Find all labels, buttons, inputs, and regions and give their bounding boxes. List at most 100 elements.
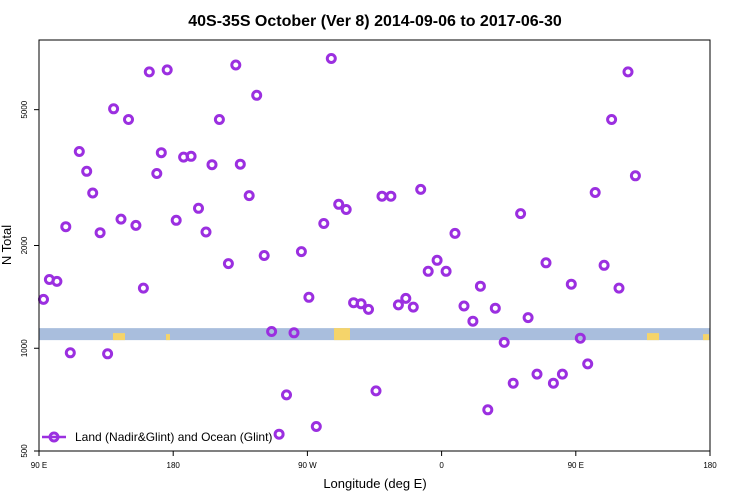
data-point: [515, 208, 527, 220]
data-point: [251, 89, 263, 101]
data-point: [193, 202, 204, 214]
data-point: [288, 327, 300, 339]
data-point: [400, 292, 412, 304]
y-tick-label: 500: [20, 444, 29, 458]
data-point: [431, 254, 443, 266]
data-point: [415, 183, 427, 195]
x-axis: 90 E 180 90 W 0 90 E 180: [31, 451, 717, 470]
data-point: [137, 282, 149, 294]
data-point: [489, 302, 501, 314]
x-tick-label: 90 W: [298, 461, 317, 470]
data-point: [370, 385, 382, 397]
data-point: [385, 190, 397, 202]
data-point: [130, 219, 142, 231]
data-point: [629, 170, 641, 182]
data-point: [407, 301, 419, 313]
band-ocean: [39, 328, 710, 341]
x-tick-label: 90 E: [31, 461, 47, 470]
x-tick-label: 90 E: [568, 461, 584, 470]
data-point: [64, 347, 76, 359]
data-point: [281, 389, 292, 401]
data-point: [422, 265, 434, 277]
data-point: [310, 421, 322, 432]
data-point: [170, 214, 182, 226]
map-band: [39, 328, 710, 341]
data-point: [143, 66, 155, 78]
x-tick-label: 0: [439, 461, 444, 470]
data-point: [522, 312, 534, 324]
data-point: [258, 250, 270, 261]
data-point: [213, 114, 225, 125]
data-point: [565, 278, 577, 290]
data-point: [540, 257, 552, 269]
data-point: [185, 150, 197, 162]
band-land: [334, 328, 350, 341]
data-point: [531, 368, 543, 380]
data-point: [589, 187, 601, 198]
data-point: [234, 158, 246, 170]
data-point: [115, 213, 127, 225]
band-land: [647, 333, 659, 341]
data-point: [206, 159, 218, 171]
x-tick-label: 180: [167, 461, 181, 470]
band-land: [703, 334, 709, 341]
data-point: [87, 187, 99, 199]
data-point: [547, 377, 559, 389]
data-point: [161, 64, 173, 76]
y-tick-label: 1000: [20, 339, 29, 357]
data-point: [200, 226, 212, 238]
plot-area-frame: [38, 39, 711, 452]
data-point: [574, 332, 586, 344]
data-point: [622, 66, 634, 78]
data-point: [440, 265, 452, 277]
data-point: [376, 190, 388, 202]
data-point: [467, 315, 479, 327]
data-point: [318, 218, 330, 229]
data-point: [123, 114, 134, 125]
data-point: [325, 53, 337, 64]
data-point: [613, 282, 625, 294]
y-tick-label: 2000: [20, 236, 29, 254]
band-land: [166, 334, 170, 341]
data-point: [151, 168, 163, 179]
x-tick-label: 180: [703, 461, 717, 470]
data-point: [230, 59, 242, 71]
data-point: [482, 404, 494, 416]
data-point: [38, 293, 49, 305]
data-point: [507, 377, 519, 389]
data-point: [81, 165, 93, 177]
data-point: [582, 358, 594, 370]
band-land: [113, 333, 125, 341]
y-axis: 500 1000 2000 5000: [20, 100, 39, 458]
x-axis-label: Longitude (deg E): [323, 476, 426, 491]
y-axis-label: N Total: [0, 225, 14, 265]
legend-marker: [48, 431, 60, 443]
chart-title: 40S-35S October (Ver 8) 2014-09-06 to 20…: [188, 13, 562, 30]
data-point: [556, 368, 568, 380]
data-point: [363, 303, 374, 315]
data-point: [155, 147, 167, 159]
data-point: [73, 146, 85, 157]
data-point: [333, 198, 345, 210]
data-point: [94, 227, 106, 239]
data-point: [498, 336, 510, 348]
legend: Land (Nadir&Glint) and Ocean (Glint): [42, 430, 272, 444]
data-point: [102, 348, 114, 360]
data-point: [51, 275, 63, 287]
data-point: [458, 300, 470, 312]
data-point: [295, 246, 307, 258]
data-point: [340, 204, 352, 215]
legend-label: Land (Nadir&Glint) and Ocean (Glint): [75, 430, 272, 444]
y-tick-label: 5000: [20, 100, 29, 118]
data-point: [273, 428, 285, 440]
data-point: [108, 103, 120, 115]
data-point: [243, 190, 255, 202]
data-point: [266, 326, 278, 337]
data-point: [222, 258, 234, 270]
data-point: [606, 114, 618, 125]
data-point: [449, 227, 461, 239]
series-points: [38, 53, 641, 440]
data-point: [303, 291, 315, 303]
data-point: [60, 221, 72, 233]
